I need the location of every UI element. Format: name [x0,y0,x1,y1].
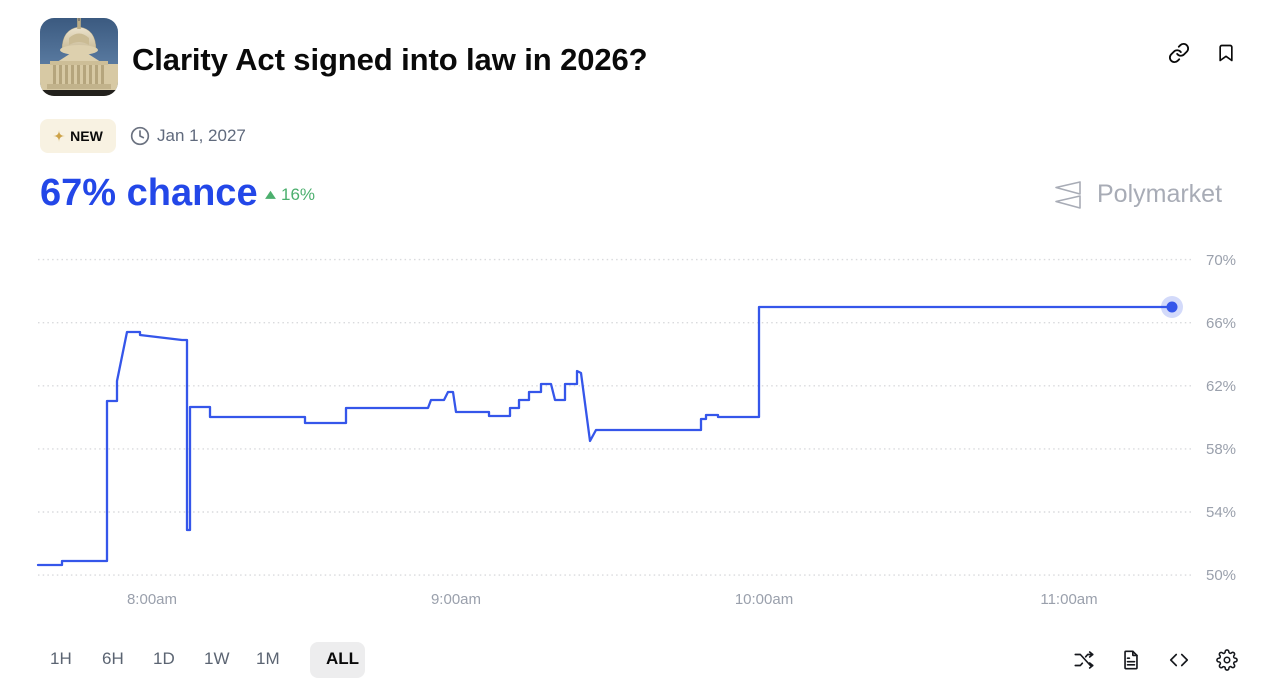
svg-text:62%: 62% [1206,378,1236,395]
svg-text:10:00am: 10:00am [735,591,793,608]
svg-text:11:00am: 11:00am [1040,591,1097,608]
svg-text:8:00am: 8:00am [127,591,177,608]
svg-text:9:00am: 9:00am [431,591,481,608]
svg-text:70%: 70% [1206,252,1236,269]
svg-text:50%: 50% [1206,567,1236,584]
svg-text:58%: 58% [1206,441,1236,458]
svg-text:54%: 54% [1206,504,1236,521]
svg-text:66%: 66% [1206,315,1236,332]
